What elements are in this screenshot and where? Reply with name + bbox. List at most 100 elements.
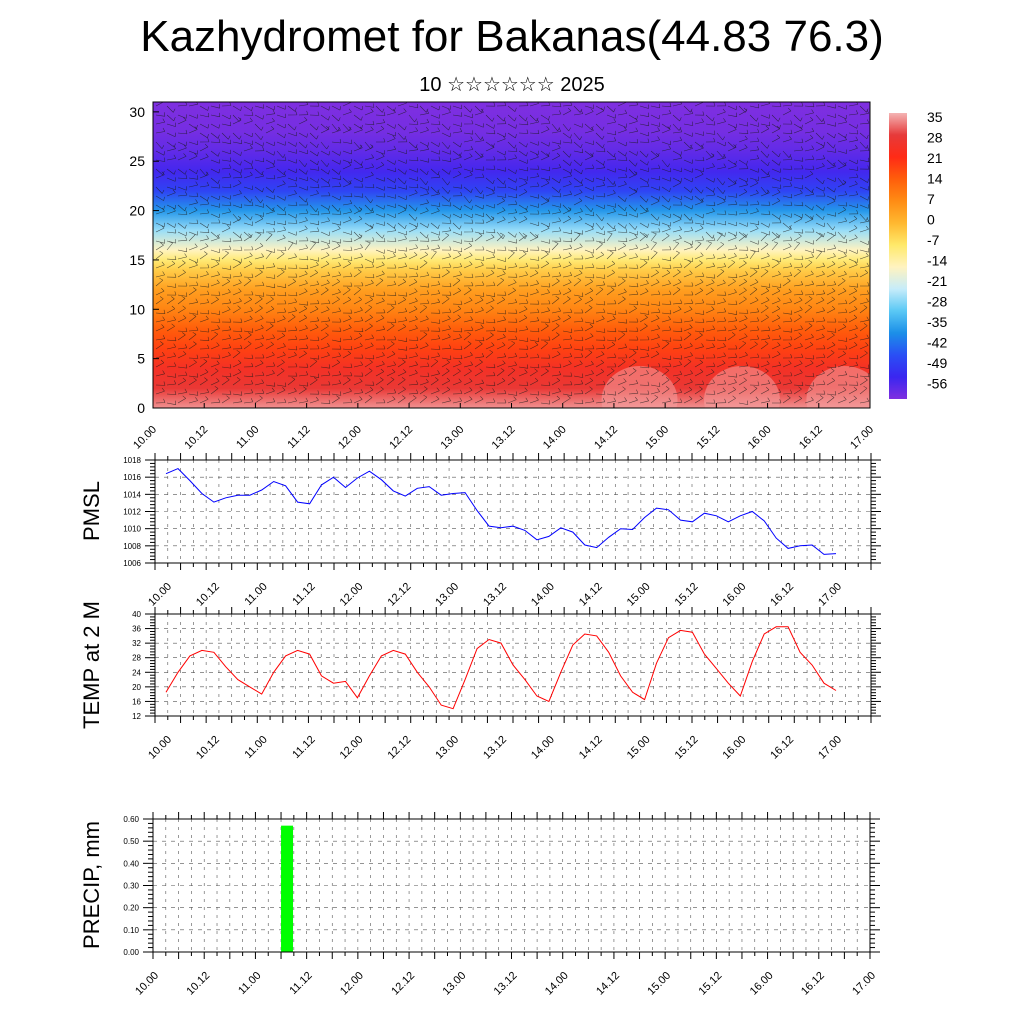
colorbar-labels: 35 28 21 14 7 0 -7 -14 -21 -28 -35 -42 -49 -56 [927,109,947,392]
x-tick-label: 11.12 [285,424,312,451]
x-tick-label: 12.00 [338,734,366,762]
colorbar-label: -49 [927,355,947,371]
x-tick-label: 12.00 [338,970,366,998]
precip-axes: 0.00 0.10 0.20 0.30 0.40 0.50 0.60 10.00 10.12 11… [123,812,880,998]
y-tick-label: 20 [132,683,141,692]
colorbar-label: -35 [927,314,947,330]
x-tick-label: 15.00 [625,581,653,609]
y-tick-label: 10 [129,301,145,317]
y-tick-label: 20 [129,203,145,219]
y-tick-label: 16 [132,697,141,706]
colorbar-label: -21 [927,273,947,289]
x-tick-label: 16.00 [746,424,774,452]
x-tick-label: 17.00 [816,581,844,609]
y-tick-label: 0.40 [123,859,139,868]
y-tick-label: 1018 [123,456,141,465]
y-tick-label: 1006 [123,559,141,568]
x-tick-label: 16.12 [768,734,796,762]
x-tick-label: 13.12 [481,734,509,762]
pmsl-frame [154,459,872,564]
colorbar-label: -28 [927,294,947,310]
y-tick-label: 1012 [123,508,141,517]
x-tick-label: 14.00 [543,970,571,998]
x-tick-label: 11.12 [290,734,317,761]
x-tick-label: 11.00 [234,424,261,451]
x-tick-label: 14.12 [594,970,622,998]
colorbar-label: -42 [927,335,947,351]
y-tick-label: 0 [137,400,145,416]
y-tick-label: 1010 [123,525,141,534]
heatmap-panel: 0 5 10 15 20 25 30 10.00 10.12 11.00 11.12 12.00 12… [129,101,876,452]
colorbar: 35 28 21 14 7 0 -7 -14 -21 -28 -35 -42 -49 -56 [889,109,947,399]
x-tick-label: 14.00 [541,424,569,452]
x-tick-label: 10.12 [182,424,210,452]
y-tick-label: 0.60 [123,815,139,824]
colorbar-label: -7 [927,232,940,248]
temp-y-label: TEMP at 2 M [79,601,104,729]
x-tick-label: 10.00 [133,970,161,998]
wind-barbs [155,102,870,405]
heatmap-x-axis: 10.00 10.12 11.00 11.12 12.00 12.12 13.00 13.12… [131,403,876,452]
precip-y-label: PRECIP, mm [79,821,104,949]
precip-bars [281,825,294,952]
colorbar-label: 7 [927,191,935,207]
x-tick-label: 17.00 [816,734,844,762]
x-tick-label: 13.00 [433,734,461,762]
y-tick-label: 32 [132,639,141,648]
y-tick-label: 0.30 [123,882,139,891]
colorbar-ramp [889,113,907,399]
temp-panel: 12 16 20 24 28 32 36 40 10.00 10.12 11.00 11.12 12.0… [79,601,881,762]
x-tick-label: 13.00 [433,581,461,609]
y-tick-label: 0.10 [123,926,139,935]
temp-series [165,626,837,710]
x-tick-label: 12.00 [338,581,366,609]
x-tick-label: 10.00 [146,581,174,609]
x-tick-label: 11.00 [236,970,263,997]
x-tick-label: 12.12 [385,734,413,762]
precip-panel: 0.00 0.10 0.20 0.30 0.40 0.50 0.60 10.00 10.12 11… [79,812,880,998]
chart-title: Kazhydromet for Bakanas(44.83 76.3) [140,12,884,61]
colorbar-label: -14 [927,253,947,269]
y-tick-label: 1014 [123,490,141,499]
heatmap-field [153,102,870,408]
x-tick-label: 17.00 [850,970,878,998]
y-tick-label: 36 [132,625,141,634]
precip-grid [152,818,871,953]
pmsl-grid [154,459,872,564]
x-tick-label: 14.12 [592,424,620,452]
x-tick-label: 11.12 [287,970,314,997]
x-tick-label: 13.00 [440,970,468,998]
temp-line [165,626,837,710]
x-tick-label: 10.12 [194,581,222,609]
x-tick-label: 16.00 [720,581,748,609]
colorbar-label: 28 [927,130,943,146]
y-tick-label: 24 [132,668,141,677]
x-tick-label: 13.00 [438,424,466,452]
y-tick-label: 28 [132,654,141,663]
x-tick-label: 12.12 [389,970,417,998]
y-tick-label: 0.20 [123,904,139,913]
wind-barb-field [155,102,870,405]
x-tick-label: 10.12 [194,734,222,762]
x-tick-label: 15.00 [645,970,673,998]
chart-subtitle: 10 ☆☆☆☆☆☆ 2025 [419,74,605,96]
x-tick-label: 16.12 [768,581,796,609]
colorbar-label: 14 [927,171,943,187]
x-tick-label: 10.12 [184,970,212,998]
y-tick-label: 12 [132,712,141,721]
y-tick-label: 15 [129,252,145,268]
x-tick-label: 14.12 [577,734,605,762]
x-tick-label: 16.12 [799,970,827,998]
y-tick-label: 1008 [123,542,141,551]
x-tick-label: 15.12 [673,581,701,609]
x-tick-label: 16.00 [748,970,776,998]
colorbar-label: 21 [927,150,943,166]
x-tick-label: 13.12 [490,424,518,452]
y-tick-label: 40 [132,610,141,619]
x-tick-label: 10.00 [131,424,159,452]
x-tick-label: 15.00 [625,734,653,762]
pmsl-series [165,468,837,555]
x-tick-label: 13.12 [492,970,520,998]
x-tick-label: 11.12 [290,581,317,608]
